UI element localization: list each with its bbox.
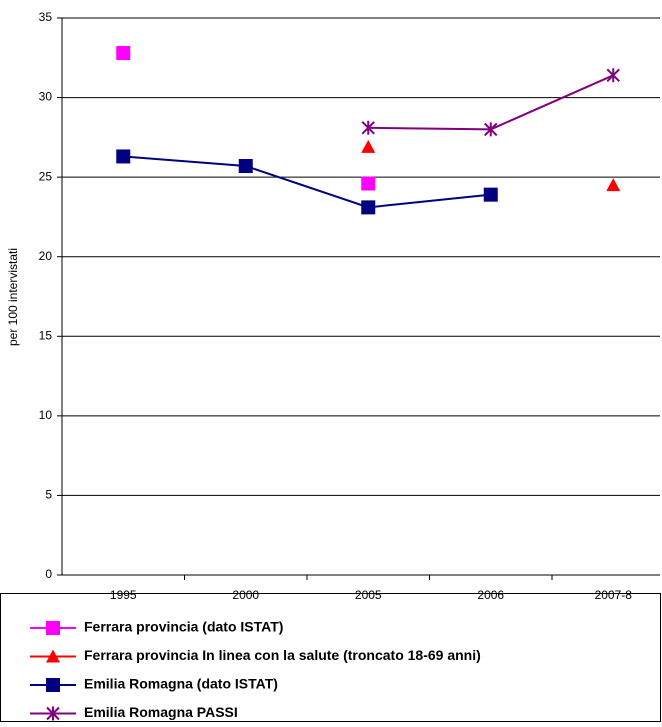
- series-line: [368, 74, 614, 131]
- y-tick-label: 20: [39, 249, 53, 263]
- legend-label: Ferrara provincia In linea con la salute…: [84, 647, 481, 663]
- legend-label: Ferrara provincia (dato ISTAT): [84, 619, 283, 635]
- y-tick-label: 5: [45, 488, 52, 502]
- marker: [361, 139, 376, 153]
- legend-label: Emilia Romagna PASSI: [84, 704, 238, 720]
- y-tick-label: 35: [39, 10, 53, 24]
- y-tick-label: 15: [39, 328, 53, 342]
- y-tick-label: 0: [45, 567, 52, 581]
- marker: [116, 46, 131, 61]
- x-tick-label: 2006: [477, 588, 504, 602]
- legend-marker: [46, 678, 60, 692]
- legend-marker: [46, 621, 60, 635]
- legend-marker: [46, 706, 60, 721]
- y-tick-label: 25: [39, 169, 53, 183]
- marker: [116, 149, 131, 164]
- marker: [484, 122, 498, 137]
- legend-label: Emilia Romagna (dato ISTAT): [84, 676, 278, 692]
- marker: [483, 187, 498, 202]
- x-tick-label: 2005: [355, 588, 382, 602]
- marker: [606, 68, 620, 83]
- y-tick-label: 30: [39, 90, 53, 104]
- marker: [361, 120, 375, 135]
- x-tick-label: 1995: [110, 588, 137, 602]
- marker: [361, 200, 376, 215]
- x-tick-label: 2000: [232, 588, 259, 602]
- series-line: [123, 155, 491, 209]
- legend-marker: [46, 649, 60, 663]
- marker: [361, 176, 376, 191]
- y-axis-title: per 100 intervistati: [6, 248, 20, 346]
- marker: [238, 159, 253, 174]
- y-tick-label: 10: [39, 408, 53, 422]
- marker: [606, 178, 621, 192]
- x-tick-label: 2007-8: [595, 588, 633, 602]
